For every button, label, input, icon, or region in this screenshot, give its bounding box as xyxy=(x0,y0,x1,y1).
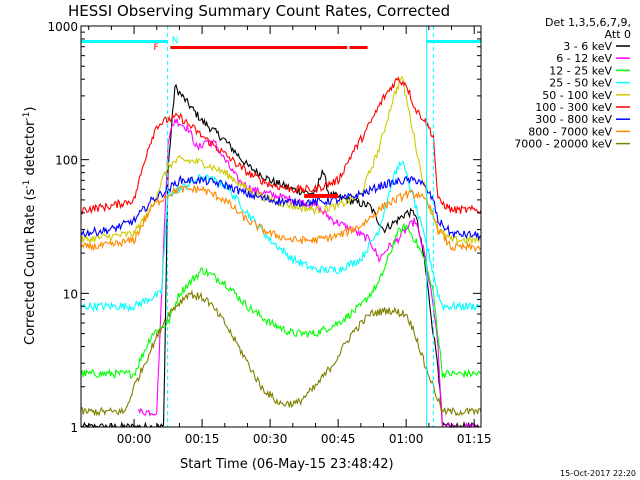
series-line-3 xyxy=(80,222,482,380)
legend-header-line1: Det 1,3,5,6,7,9, xyxy=(545,16,631,29)
series-line-9 xyxy=(80,289,482,417)
legend-label-2: 6 - 12 keV xyxy=(556,52,612,65)
y-tick-label-3: 100 xyxy=(55,154,78,168)
legend-header-line2: Att 0 xyxy=(605,28,631,41)
y-axis-label-text: Corrected Count Rate (s xyxy=(23,188,38,345)
series-line-6 xyxy=(80,76,482,216)
attenuator-bar-2 xyxy=(426,40,481,43)
y-tick-label-1: 1 xyxy=(70,421,78,435)
series-line-7 xyxy=(80,174,482,241)
x-tick-label-1: 00:00 xyxy=(117,432,152,446)
flare-flag-bar-1 xyxy=(170,46,348,49)
x-tick-label-6: 01:15 xyxy=(457,432,492,446)
legend-label-9: 7000 - 20000 keV xyxy=(514,138,612,151)
chart-title: HESSI Observing Summary Count Rates, Cor… xyxy=(68,2,450,20)
flare-interval-segment xyxy=(304,193,339,198)
legend-label-4: 25 - 50 keV xyxy=(549,77,612,90)
y-axis-label-tail: detector xyxy=(23,120,38,180)
plot-content: FN xyxy=(80,26,482,429)
y-tick-label-4: 1000 xyxy=(47,20,78,34)
flare-flag-label: F xyxy=(154,43,159,53)
x-axis-label: Start Time (06-May-15 23:48:42) xyxy=(180,457,394,472)
x-tick-label-2: 00:15 xyxy=(185,432,220,446)
attenuator-bar-1 xyxy=(81,40,168,43)
plot-frame xyxy=(80,25,482,428)
legend-label-8: 800 - 7000 keV xyxy=(528,125,612,138)
legend-label-7: 300 - 800 keV xyxy=(535,113,612,126)
series-line-8 xyxy=(80,184,482,253)
series-line-5 xyxy=(80,75,482,245)
timestamp: 15-Oct-2017 22:20 xyxy=(560,469,636,478)
series-line-4 xyxy=(80,160,482,313)
legend-label-5: 50 - 100 keV xyxy=(542,89,612,102)
y-axis-label: Corrected Count Rate (s-1 detector-1) xyxy=(22,107,38,345)
x-axis: 00:00 00:15 00:30 00:45 01:00 01:15 xyxy=(88,26,492,446)
legend-label-6: 100 - 300 keV xyxy=(535,101,612,114)
x-tick-label-5: 01:00 xyxy=(389,432,424,446)
x-tick-label-4: 00:45 xyxy=(321,432,356,446)
y-axis-label-sup2: -1 xyxy=(22,112,32,121)
flare-flag-bar-2 xyxy=(349,46,368,49)
legend-label-3: 12 - 25 keV xyxy=(549,64,612,77)
y-tick-label-2: 10 xyxy=(63,287,78,301)
y-axis-label-end: ) xyxy=(23,107,38,112)
x-tick-label-3: 00:30 xyxy=(253,432,288,446)
y-axis: 1 10 100 1000 xyxy=(47,20,481,435)
saa-flag-label: N xyxy=(172,36,179,46)
y-axis-label-sup: -1 xyxy=(22,180,32,189)
legend-label-1: 3 - 6 keV xyxy=(563,40,612,53)
